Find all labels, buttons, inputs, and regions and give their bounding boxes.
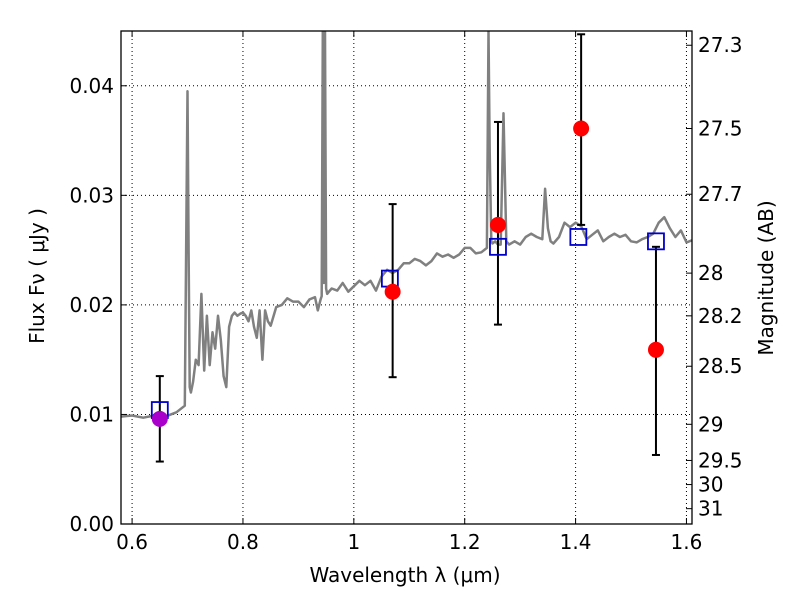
magnitude-tick-label: 27.7 [698,182,743,206]
magnitude-tick-label: 28 [698,261,723,285]
observed-flux-point [573,120,590,137]
plot-frame [120,30,693,525]
magnitude-tick-label: 29.5 [698,448,743,472]
y-tick-label: 0.00 [69,512,114,536]
model-band-square [489,237,507,256]
magnitude-tick-label: 27.3 [698,33,743,57]
observed-flux-point [384,283,401,300]
magnitude-tick-label: 28.2 [698,304,743,328]
x-tick-label: 1 [347,530,360,554]
y-tick-label: 0.04 [69,74,114,98]
y-tick-label: 0.02 [69,293,114,317]
model-spectrum-line [121,31,692,419]
magnitude-tick-label: 31 [698,497,723,521]
magnitude-tick-label: 27.5 [698,117,743,141]
magnitude-tick-label: 28.5 [698,354,743,378]
y-tick-label: 0.03 [69,183,114,207]
y-axis-label: Flux Fν ( μJy ) [25,208,49,344]
plot-area [121,31,692,463]
x-tick-label: 1.4 [560,530,592,554]
x-tick-label: 0.8 [227,530,259,554]
ticks-layer: 0.6 0.8 1 1.2 1.4 1.6 0.00 0.01 0.02 0.03 0.04 27.3… [69,31,743,554]
x-tick-label: 1.6 [671,530,703,554]
x-tick-label: 1.2 [449,530,481,554]
magnitude-tick-label: 30 [698,473,723,497]
grid-layer [121,31,692,525]
x-tick-label: 0.6 [116,530,148,554]
axes-frame [120,30,693,525]
observed-flux-point [489,216,506,233]
observed-flux-point [647,341,664,358]
y-tick-label: 0.01 [69,402,114,426]
right-axis-label: Magnitude (AB) [754,200,778,355]
x-axis-label: Wavelength λ (μm) [309,563,500,587]
model-band-square [569,228,588,246]
model-band-square [647,232,665,251]
magnitude-tick-label: 29 [698,412,723,436]
observed-flux-point [151,410,168,427]
